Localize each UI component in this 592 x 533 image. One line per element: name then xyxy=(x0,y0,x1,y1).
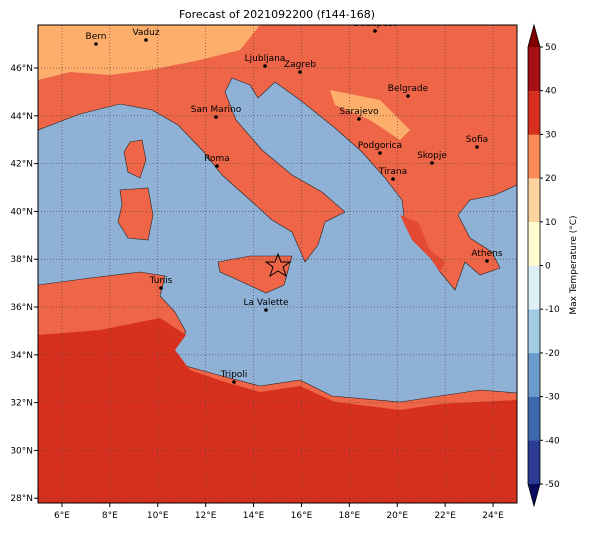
city-dot xyxy=(214,115,218,119)
y-tick-label: 42°N xyxy=(10,160,33,170)
x-tick-label: 24°E xyxy=(482,511,504,521)
city-dot xyxy=(159,286,163,290)
colorbar-bin xyxy=(528,352,540,397)
city-dot xyxy=(263,64,267,68)
city-label: Zagreb xyxy=(284,60,316,70)
colorbar-bin xyxy=(528,90,540,135)
city-label: Budapest xyxy=(354,19,397,29)
y-tick-label: 44°N xyxy=(10,112,33,122)
x-tick-label: 18°E xyxy=(339,511,361,521)
colorbar-bin xyxy=(528,178,540,223)
colorbar-tick-label: -10 xyxy=(545,305,560,315)
sardinia xyxy=(117,187,154,241)
y-tick-label: 36°N xyxy=(10,303,33,313)
y-tick-label: 34°N xyxy=(10,351,33,361)
city-label: Tunis xyxy=(149,276,173,286)
x-tick-label: 22°E xyxy=(434,511,456,521)
city-label: Sarajevo xyxy=(339,107,379,117)
colorbar-bin xyxy=(528,265,540,310)
x-tick-label: 16°E xyxy=(291,511,313,521)
colorbar-tick-label: 30 xyxy=(545,130,557,140)
city-dot xyxy=(144,38,148,42)
colorbar-bin xyxy=(528,396,540,441)
city-dot xyxy=(373,29,377,33)
x-tick-label: 10°E xyxy=(147,511,169,521)
city-label: Roma xyxy=(204,154,230,164)
city-dot xyxy=(298,70,302,74)
city-dot xyxy=(391,177,395,181)
city-label: La Valette xyxy=(244,298,289,308)
city-dot xyxy=(264,308,268,312)
x-tick-label: 8°E xyxy=(102,511,118,521)
y-tick-label: 46°N xyxy=(10,64,33,74)
city-label: Podgorica xyxy=(358,141,402,151)
colorbar-tick-label: 50 xyxy=(545,43,557,53)
colorbar-label: Max Temperature (°C) xyxy=(569,215,579,314)
colorbar-tick-label: 0 xyxy=(545,262,551,272)
land-cool xyxy=(38,25,260,80)
city-dot xyxy=(406,94,410,98)
sicily xyxy=(217,255,293,294)
city-dot xyxy=(232,380,236,384)
colorbar-over xyxy=(528,25,540,47)
city-dot xyxy=(485,259,489,263)
colorbar-bin xyxy=(528,309,540,354)
x-tick-label: 20°E xyxy=(386,511,408,521)
city-label: Sofia xyxy=(466,135,488,145)
city-label: Vaduz xyxy=(132,28,159,38)
colorbar-tick-label: -30 xyxy=(545,393,560,403)
city-label: Tirana xyxy=(378,167,407,177)
colorbar-bin xyxy=(528,221,540,266)
y-tick-label: 32°N xyxy=(10,399,33,409)
city-label: Skopje xyxy=(417,151,447,161)
colorbar-bin xyxy=(528,440,540,485)
city-label: Tripoli xyxy=(220,370,248,380)
colorbar-tick-label: 20 xyxy=(545,174,557,184)
corsica xyxy=(123,139,147,179)
colorbar-tick-label: -40 xyxy=(545,436,560,446)
y-tick-label: 30°N xyxy=(10,446,33,456)
city-label: Ljubljana xyxy=(245,54,286,64)
x-tick-label: 12°E xyxy=(195,511,217,521)
city-dot xyxy=(357,117,361,121)
colorbar-tick-label: -20 xyxy=(545,349,560,359)
colorbar-tick-label: -50 xyxy=(545,480,560,490)
star xyxy=(264,252,292,278)
colorbar-bin xyxy=(528,47,540,91)
y-tick-label: 28°N xyxy=(10,494,33,504)
land-warm xyxy=(400,215,445,272)
title: Forecast of 2021092200 (f144-168) xyxy=(179,8,375,21)
city-label: Bern xyxy=(86,32,107,42)
map-frame xyxy=(37,24,518,504)
city-dot xyxy=(430,161,434,165)
city-label: San Marino xyxy=(191,105,242,115)
city-dot xyxy=(475,145,479,149)
city-dot xyxy=(94,42,98,46)
land-cool xyxy=(330,90,410,140)
colorbar-bin xyxy=(528,134,540,179)
city-label: Belgrade xyxy=(388,84,429,94)
colorbar-under xyxy=(528,484,540,506)
y-tick-label: 40°N xyxy=(10,207,33,217)
city-dot xyxy=(378,151,382,155)
colorbar-tick-label: 10 xyxy=(545,218,557,228)
x-tick-label: 6°E xyxy=(54,511,70,521)
city-label: Athens xyxy=(471,249,502,259)
x-tick-label: 14°E xyxy=(243,511,265,521)
y-tick-label: 38°N xyxy=(10,255,33,265)
colorbar-tick-label: 40 xyxy=(545,87,557,97)
city-dot xyxy=(215,164,219,168)
